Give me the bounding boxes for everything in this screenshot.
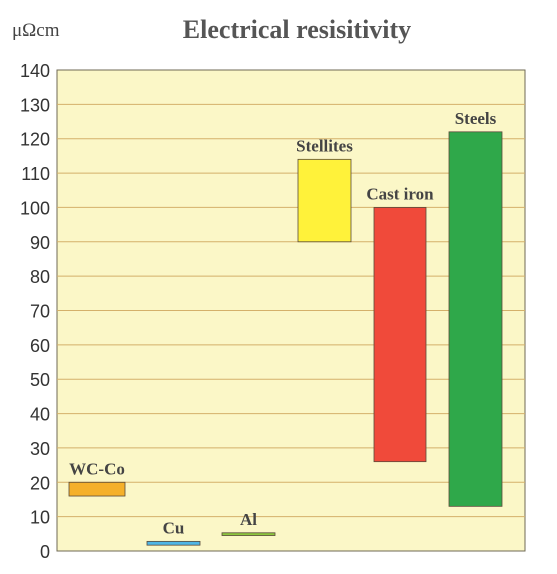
bar-labels: WC-Co Cu Al Stellites Cast iron Steels (69, 109, 497, 538)
bar-label-cu: Cu (163, 518, 185, 537)
chart-title: Electrical resisitivity (183, 15, 411, 44)
bar-wc-co (68, 481, 126, 497)
y-tick-label-140: 140 (20, 61, 50, 81)
y-tick-label-70: 70 (30, 302, 50, 322)
y-tick-label-130: 130 (20, 95, 50, 115)
y-tick-label-30: 30 (30, 439, 50, 459)
y-axis-unit-label: μΩcm (12, 20, 60, 41)
y-tick-label-80: 80 (30, 267, 50, 287)
bar-cast-iron (373, 207, 427, 463)
bar-label-wc-co: WC-Co (69, 459, 125, 478)
bar-stellites (297, 158, 352, 243)
y-tick-label-0: 0 (40, 542, 50, 562)
bar-steels (448, 131, 503, 507)
gridlines (57, 103, 525, 518)
y-tick-label-10: 10 (30, 508, 50, 528)
bar-label-steels: Steels (455, 109, 497, 128)
bar-label-stellites: Stellites (296, 136, 353, 155)
bar-cu (146, 540, 201, 546)
y-tick-label-120: 120 (20, 130, 50, 150)
y-tick-label-60: 60 (30, 336, 50, 356)
y-tick-label-40: 40 (30, 405, 50, 425)
bar-label-al: Al (240, 510, 257, 529)
bar-al (221, 532, 276, 536)
bar-label-cast-iron: Cast iron (366, 184, 434, 203)
bars (68, 131, 503, 546)
y-tick-label-20: 20 (30, 473, 50, 493)
y-tick-label-50: 50 (30, 370, 50, 390)
y-tick-label-90: 90 (30, 233, 50, 253)
y-tick-label-100: 100 (20, 198, 50, 218)
y-axis-ticks: 0 10 20 30 40 50 60 70 80 90 100 110 120 130 140 (20, 61, 50, 562)
y-tick-label-110: 110 (21, 164, 50, 184)
